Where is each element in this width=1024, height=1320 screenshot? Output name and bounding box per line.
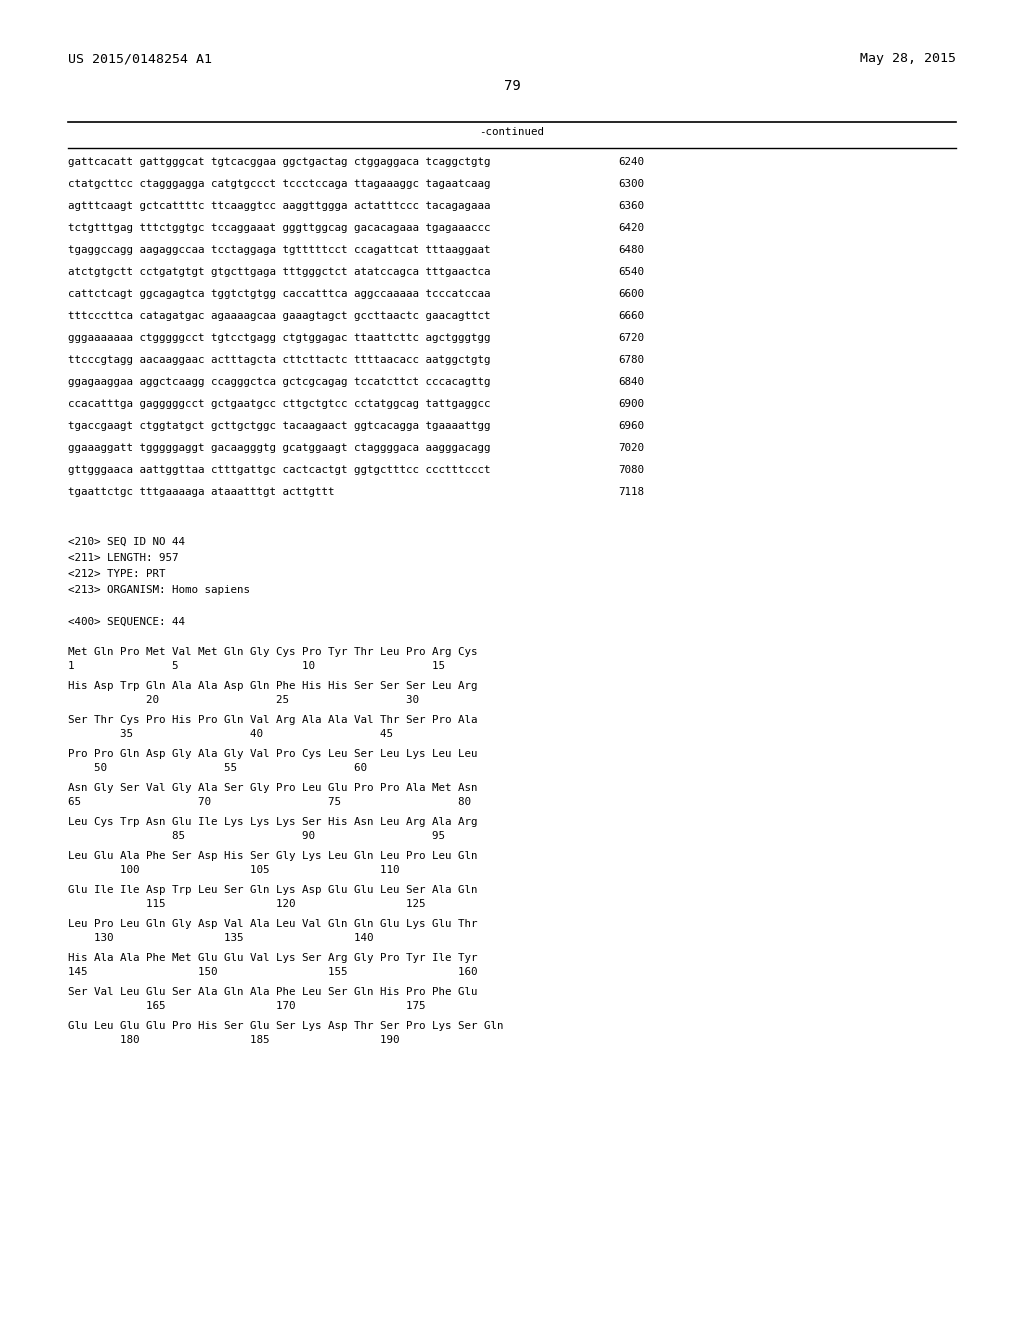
Text: 1               5                   10                  15: 1 5 10 15 — [68, 661, 445, 671]
Text: <210> SEQ ID NO 44: <210> SEQ ID NO 44 — [68, 537, 185, 546]
Text: Leu Glu Ala Phe Ser Asp His Ser Gly Lys Leu Gln Leu Pro Leu Gln: Leu Glu Ala Phe Ser Asp His Ser Gly Lys … — [68, 851, 477, 861]
Text: May 28, 2015: May 28, 2015 — [860, 51, 956, 65]
Text: Leu Cys Trp Asn Glu Ile Lys Lys Lys Ser His Asn Leu Arg Ala Arg: Leu Cys Trp Asn Glu Ile Lys Lys Lys Ser … — [68, 817, 477, 828]
Text: His Ala Ala Phe Met Glu Glu Val Lys Ser Arg Gly Pro Tyr Ile Tyr: His Ala Ala Phe Met Glu Glu Val Lys Ser … — [68, 953, 477, 964]
Text: atctgtgctt cctgatgtgt gtgcttgaga tttgggctct atatccagca tttgaactca: atctgtgctt cctgatgtgt gtgcttgaga tttgggc… — [68, 267, 490, 277]
Text: 50                  55                  60: 50 55 60 — [68, 763, 367, 774]
Text: 7080: 7080 — [618, 465, 644, 475]
Text: 6900: 6900 — [618, 399, 644, 409]
Text: Ser Val Leu Glu Ser Ala Gln Ala Phe Leu Ser Gln His Pro Phe Glu: Ser Val Leu Glu Ser Ala Gln Ala Phe Leu … — [68, 987, 477, 997]
Text: gattcacatt gattgggcat tgtcacggaa ggctgactag ctggaggaca tcaggctgtg: gattcacatt gattgggcat tgtcacggaa ggctgac… — [68, 157, 490, 168]
Text: 6840: 6840 — [618, 378, 644, 387]
Text: Met Gln Pro Met Val Met Gln Gly Cys Pro Tyr Thr Leu Pro Arg Cys: Met Gln Pro Met Val Met Gln Gly Cys Pro … — [68, 647, 477, 657]
Text: Leu Pro Leu Gln Gly Asp Val Ala Leu Val Gln Gln Glu Lys Glu Thr: Leu Pro Leu Gln Gly Asp Val Ala Leu Val … — [68, 919, 477, 929]
Text: 79: 79 — [504, 79, 520, 92]
Text: 6600: 6600 — [618, 289, 644, 300]
Text: cattctcagt ggcagagtca tggtctgtgg caccatttca aggccaaaaa tcccatccaa: cattctcagt ggcagagtca tggtctgtgg caccatt… — [68, 289, 490, 300]
Text: ggaaaggatt tgggggaggt gacaagggtg gcatggaagt ctaggggaca aagggacagg: ggaaaggatt tgggggaggt gacaagggtg gcatgga… — [68, 444, 490, 453]
Text: Asn Gly Ser Val Gly Ala Ser Gly Pro Leu Glu Pro Pro Ala Met Asn: Asn Gly Ser Val Gly Ala Ser Gly Pro Leu … — [68, 783, 477, 793]
Text: 6300: 6300 — [618, 180, 644, 189]
Text: Glu Leu Glu Glu Pro His Ser Glu Ser Lys Asp Thr Ser Pro Lys Ser Gln: Glu Leu Glu Glu Pro His Ser Glu Ser Lys … — [68, 1020, 504, 1031]
Text: Ser Thr Cys Pro His Pro Gln Val Arg Ala Ala Val Thr Ser Pro Ala: Ser Thr Cys Pro His Pro Gln Val Arg Ala … — [68, 715, 477, 725]
Text: ctatgcttcc ctagggagga catgtgccct tccctccaga ttagaaaggc tagaatcaag: ctatgcttcc ctagggagga catgtgccct tccctcc… — [68, 180, 490, 189]
Text: 165                 170                 175: 165 170 175 — [68, 1001, 426, 1011]
Text: 130                 135                 140: 130 135 140 — [68, 933, 374, 942]
Text: His Asp Trp Gln Ala Ala Asp Gln Phe His His Ser Ser Ser Leu Arg: His Asp Trp Gln Ala Ala Asp Gln Phe His … — [68, 681, 477, 690]
Text: 7118: 7118 — [618, 487, 644, 498]
Text: 100                 105                 110: 100 105 110 — [68, 865, 399, 875]
Text: <213> ORGANISM: Homo sapiens: <213> ORGANISM: Homo sapiens — [68, 585, 250, 595]
Text: 6360: 6360 — [618, 201, 644, 211]
Text: 35                  40                  45: 35 40 45 — [68, 729, 393, 739]
Text: gggaaaaaaa ctgggggcct tgtcctgagg ctgtggagac ttaattcttc agctgggtgg: gggaaaaaaa ctgggggcct tgtcctgagg ctgtgga… — [68, 333, 490, 343]
Text: ggagaaggaa aggctcaagg ccagggctca gctcgcagag tccatcttct cccacagttg: ggagaaggaa aggctcaagg ccagggctca gctcgca… — [68, 378, 490, 387]
Text: 65                  70                  75                  80: 65 70 75 80 — [68, 797, 471, 807]
Text: ccacatttga gagggggcct gctgaatgcc cttgctgtcc cctatggcag tattgaggcc: ccacatttga gagggggcct gctgaatgcc cttgctg… — [68, 399, 490, 409]
Text: 6960: 6960 — [618, 421, 644, 432]
Text: 6720: 6720 — [618, 333, 644, 343]
Text: Pro Pro Gln Asp Gly Ala Gly Val Pro Cys Leu Ser Leu Lys Leu Leu: Pro Pro Gln Asp Gly Ala Gly Val Pro Cys … — [68, 748, 477, 759]
Text: US 2015/0148254 A1: US 2015/0148254 A1 — [68, 51, 212, 65]
Text: tttcccttca catagatgac agaaaagcaa gaaagtagct gccttaactc gaacagttct: tttcccttca catagatgac agaaaagcaa gaaagta… — [68, 312, 490, 321]
Text: 6480: 6480 — [618, 246, 644, 255]
Text: 6780: 6780 — [618, 355, 644, 366]
Text: Glu Ile Ile Asp Trp Leu Ser Gln Lys Asp Glu Glu Leu Ser Ala Gln: Glu Ile Ile Asp Trp Leu Ser Gln Lys Asp … — [68, 884, 477, 895]
Text: tgaggccagg aagaggccaa tcctaggaga tgtttttcct ccagattcat tttaaggaat: tgaggccagg aagaggccaa tcctaggaga tgttttt… — [68, 246, 490, 255]
Text: 145                 150                 155                 160: 145 150 155 160 — [68, 968, 477, 977]
Text: 85                  90                  95: 85 90 95 — [68, 832, 445, 841]
Text: <212> TYPE: PRT: <212> TYPE: PRT — [68, 569, 166, 579]
Text: tgaccgaagt ctggtatgct gcttgctggc tacaagaact ggtcacagga tgaaaattgg: tgaccgaagt ctggtatgct gcttgctggc tacaaga… — [68, 421, 490, 432]
Text: 115                 120                 125: 115 120 125 — [68, 899, 426, 909]
Text: 180                 185                 190: 180 185 190 — [68, 1035, 399, 1045]
Text: tctgtttgag tttctggtgc tccaggaaat gggttggcag gacacagaaa tgagaaaccc: tctgtttgag tttctggtgc tccaggaaat gggttgg… — [68, 223, 490, 234]
Text: ttcccgtagg aacaaggaac actttagcta cttcttactc ttttaacacc aatggctgtg: ttcccgtagg aacaaggaac actttagcta cttctta… — [68, 355, 490, 366]
Text: <400> SEQUENCE: 44: <400> SEQUENCE: 44 — [68, 616, 185, 627]
Text: 7020: 7020 — [618, 444, 644, 453]
Text: 20                  25                  30: 20 25 30 — [68, 696, 419, 705]
Text: 6540: 6540 — [618, 267, 644, 277]
Text: gttgggaaca aattggttaa ctttgattgc cactcactgt ggtgctttcc ccctttccct: gttgggaaca aattggttaa ctttgattgc cactcac… — [68, 465, 490, 475]
Text: tgaattctgc tttgaaaaga ataaatttgt acttgttt: tgaattctgc tttgaaaaga ataaatttgt acttgtt… — [68, 487, 335, 498]
Text: -continued: -continued — [479, 127, 545, 137]
Text: 6420: 6420 — [618, 223, 644, 234]
Text: agtttcaagt gctcattttc ttcaaggtcc aaggttggga actatttccc tacagagaaa: agtttcaagt gctcattttc ttcaaggtcc aaggttg… — [68, 201, 490, 211]
Text: <211> LENGTH: 957: <211> LENGTH: 957 — [68, 553, 178, 564]
Text: 6240: 6240 — [618, 157, 644, 168]
Text: 6660: 6660 — [618, 312, 644, 321]
